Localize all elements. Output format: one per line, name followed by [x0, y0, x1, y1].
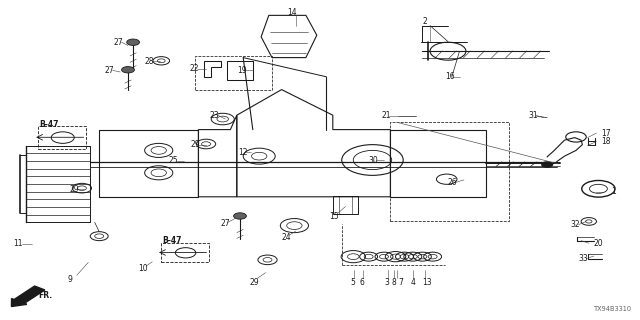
Text: 10: 10 [138, 264, 148, 273]
Text: B-47: B-47 [40, 120, 59, 129]
Text: 27: 27 [114, 38, 124, 47]
Circle shape [541, 162, 553, 167]
Text: 23: 23 [210, 111, 220, 120]
Text: 3: 3 [385, 278, 390, 287]
Text: 17: 17 [602, 129, 611, 138]
Text: 9: 9 [67, 275, 72, 284]
Text: 29: 29 [69, 185, 79, 194]
Text: 32: 32 [571, 220, 580, 229]
Text: 12: 12 [238, 148, 248, 156]
Text: 27: 27 [220, 220, 230, 228]
Text: 29: 29 [250, 278, 259, 287]
Text: 2: 2 [422, 17, 427, 26]
Text: 11: 11 [13, 239, 22, 248]
Bar [38, 126, 86, 149]
Text: 27: 27 [105, 66, 115, 75]
Text: TX94B3310: TX94B3310 [594, 306, 632, 312]
Text: 16: 16 [445, 72, 454, 81]
Text: 24: 24 [282, 233, 291, 242]
Text: 5: 5 [351, 278, 356, 287]
Text: 1: 1 [611, 188, 616, 196]
Text: 18: 18 [602, 137, 611, 146]
Circle shape [122, 67, 134, 73]
FancyArrow shape [12, 286, 45, 307]
Text: 20: 20 [594, 239, 604, 248]
Bar [333, 196, 358, 214]
Text: 7: 7 [398, 278, 403, 287]
Text: 14: 14 [287, 8, 296, 17]
Bar [161, 243, 209, 262]
Bar [195, 56, 272, 90]
Text: 8: 8 [391, 278, 396, 287]
Circle shape [127, 39, 140, 45]
Text: FR.: FR. [38, 291, 52, 300]
Text: 28: 28 [145, 57, 154, 66]
Text: 31: 31 [529, 111, 538, 120]
Circle shape [234, 213, 246, 219]
Text: B-47: B-47 [163, 236, 182, 245]
Text: 26: 26 [448, 178, 458, 187]
Text: 30: 30 [369, 156, 378, 164]
Text: 4: 4 [410, 278, 415, 287]
Text: 22: 22 [189, 64, 199, 73]
Text: 29: 29 [191, 140, 200, 149]
Text: 33: 33 [579, 254, 588, 263]
Text: 21: 21 [381, 111, 391, 120]
Text: 15: 15 [329, 212, 339, 221]
Text: 19: 19 [237, 66, 246, 75]
Text: 13: 13 [422, 278, 432, 287]
Bar [390, 122, 509, 221]
Text: 6: 6 [360, 278, 365, 287]
Text: 25: 25 [169, 156, 179, 165]
